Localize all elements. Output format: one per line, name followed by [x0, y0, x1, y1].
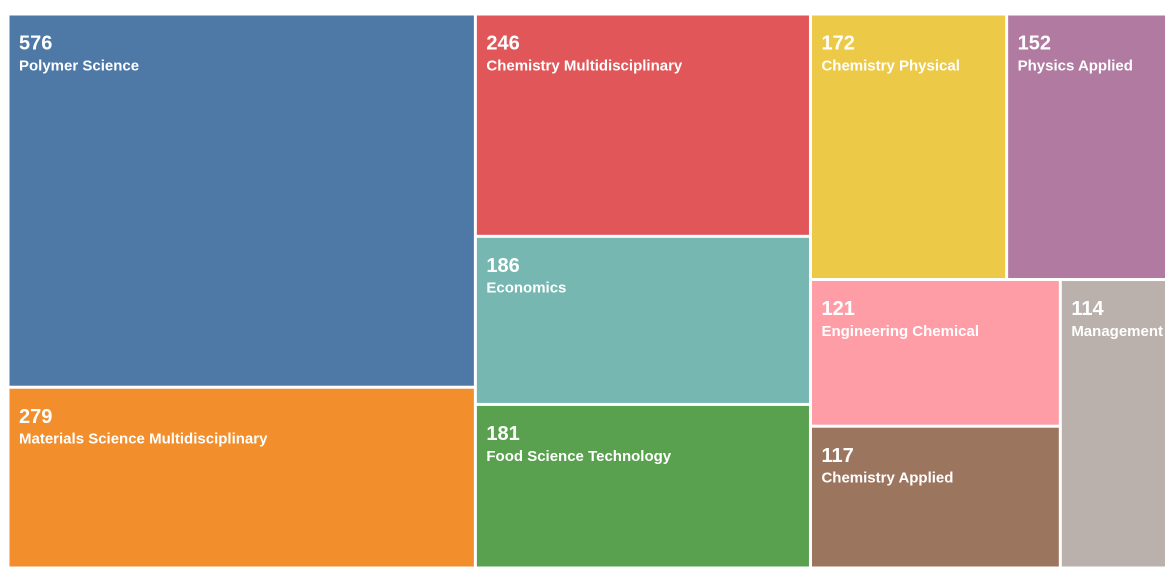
tile: 114 Management	[1061, 281, 1165, 567]
tile-label: Management	[1071, 323, 1163, 340]
tile-value: 117	[821, 445, 853, 467]
tile: 117 Chemistry Applied	[811, 427, 1059, 567]
tile-label: Economics	[486, 280, 566, 297]
tile-rect	[811, 427, 1059, 567]
tile-rect	[811, 15, 1006, 279]
tile-value: 186	[486, 255, 519, 277]
tile-value: 121	[821, 298, 854, 320]
tile-label: Food Science Technology	[486, 448, 671, 465]
tile-value: 172	[821, 33, 854, 55]
tile-label: Polymer Science	[19, 57, 139, 74]
tile-rect	[476, 15, 809, 235]
tile-value: 246	[486, 33, 519, 55]
tile-label: Chemistry Physical	[821, 57, 959, 74]
tile: 279 Materials Science Multidisciplinary	[9, 388, 474, 567]
tile: 152 Physics Applied	[1008, 15, 1165, 279]
tile-rect	[9, 388, 474, 567]
tile-value: 114	[1071, 298, 1104, 320]
tile-rect	[1008, 15, 1165, 279]
tile-label: Materials Science Multidisciplinary	[19, 431, 268, 448]
tile-rect	[1061, 281, 1165, 567]
tile: 246 Chemistry Multidisciplinary	[476, 15, 809, 235]
tile-label: Chemistry Multidisciplinary	[486, 57, 683, 74]
tile-rect	[811, 281, 1059, 425]
tile-value: 576	[19, 33, 52, 55]
tile: 181 Food Science Technology	[476, 405, 809, 567]
tile-label: Chemistry Applied	[821, 470, 953, 487]
tile: 186 Economics	[476, 237, 809, 403]
tile-label: Physics Applied	[1018, 57, 1133, 74]
tile: 576 Polymer Science	[9, 15, 474, 386]
tile-value: 181	[486, 423, 519, 445]
tile-rect	[476, 405, 809, 567]
tile-rect	[476, 237, 809, 403]
tile-rect	[9, 15, 474, 386]
tile-value: 279	[19, 406, 52, 428]
tile-value: 152	[1018, 33, 1051, 55]
tile: 172 Chemistry Physical	[811, 15, 1006, 279]
tile-label: Engineering Chemical	[821, 323, 979, 340]
tile: 121 Engineering Chemical	[811, 281, 1059, 425]
